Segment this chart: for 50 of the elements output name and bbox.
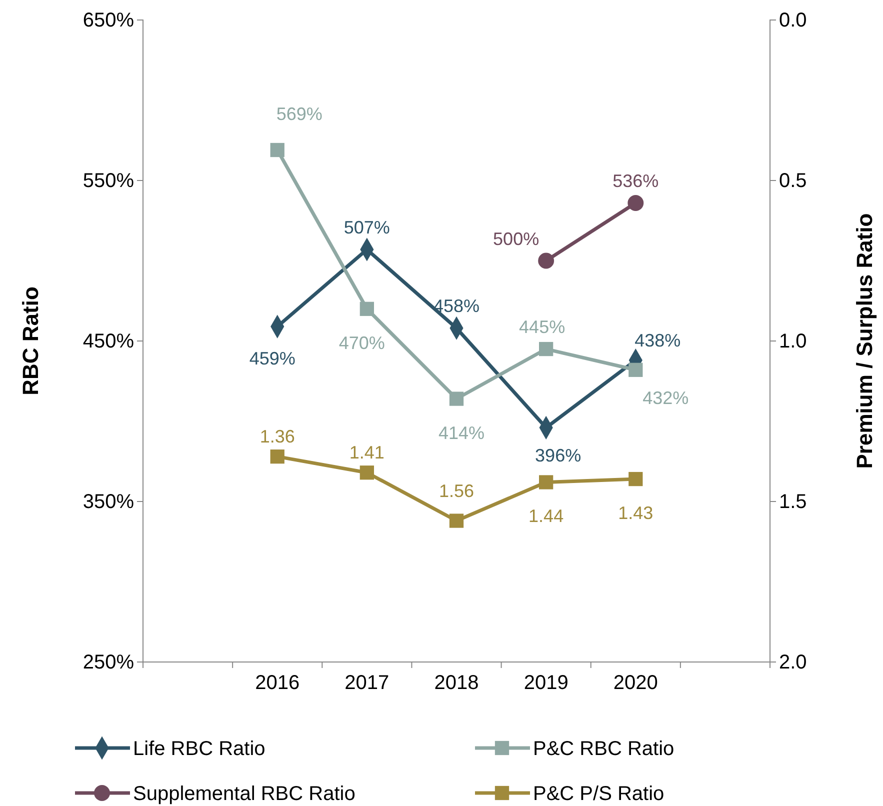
x-tick-label: 2016 — [255, 672, 300, 694]
data-label: 536% — [612, 170, 659, 191]
point — [449, 392, 464, 406]
point — [628, 195, 644, 211]
x-tick-label: 2019 — [524, 672, 568, 694]
data-label: 1.44 — [528, 506, 564, 526]
legend-label: Supplemental RBC Ratio — [133, 783, 356, 805]
y-tick-label: 450% — [82, 330, 134, 352]
y-tick-label: 350% — [82, 490, 134, 513]
y2-tick-label: 0.5 — [779, 170, 807, 192]
y2-tick-label: 2.0 — [779, 651, 807, 674]
data-label: 470% — [338, 332, 385, 353]
data-label: 445% — [519, 317, 566, 338]
point — [539, 475, 554, 490]
x-tick-label: 2017 — [344, 672, 390, 694]
point — [449, 514, 464, 528]
data-label: 1.36 — [260, 426, 295, 447]
data-label: 414% — [438, 422, 485, 443]
y2-tick-label: 0.0 — [779, 9, 807, 32]
point — [270, 142, 284, 158]
data-label: 500% — [493, 228, 540, 249]
y-tick-label: 250% — [82, 651, 134, 674]
data-label: 459% — [249, 348, 296, 369]
y2-axis-title: Premium / Surplus Ratio — [852, 213, 877, 469]
y2-tick-label: 1.0 — [779, 330, 807, 352]
data-label: 458% — [433, 296, 480, 316]
point — [628, 362, 643, 377]
data-label: 1.56 — [438, 480, 474, 501]
y2-tick-label: 1.5 — [779, 490, 807, 513]
data-label: 396% — [535, 446, 582, 466]
legend-label: Life RBC Ratio — [133, 738, 266, 760]
point — [539, 342, 554, 356]
point — [360, 466, 374, 480]
data-label: 432% — [642, 388, 689, 408]
point — [628, 472, 643, 486]
y-tick-label: 550% — [82, 170, 134, 192]
point — [360, 302, 374, 316]
data-label: 438% — [634, 330, 681, 350]
data-label: 507% — [344, 218, 390, 238]
data-label: 569% — [276, 104, 322, 124]
legend-label: P&C P/S Ratio — [533, 783, 664, 805]
legend-label: P&C RBC Ratio — [533, 738, 674, 760]
point — [538, 252, 554, 269]
data-label: 1.43 — [618, 503, 654, 524]
point — [270, 449, 284, 464]
y-axis-title: RBC Ratio — [18, 286, 43, 396]
y-tick-label: 650% — [82, 9, 134, 32]
x-tick-label: 2018 — [434, 672, 479, 694]
data-label: 1.41 — [349, 442, 384, 463]
x-tick-label: 2020 — [613, 672, 658, 694]
